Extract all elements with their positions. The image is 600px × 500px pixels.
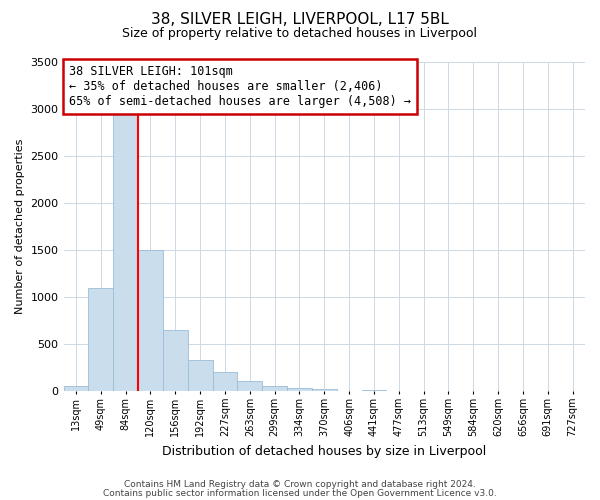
Bar xyxy=(64,386,88,391)
Bar xyxy=(312,389,337,391)
Bar xyxy=(113,114,138,391)
Bar xyxy=(138,250,163,391)
Y-axis label: Number of detached properties: Number of detached properties xyxy=(15,138,25,314)
X-axis label: Distribution of detached houses by size in Liverpool: Distribution of detached houses by size … xyxy=(162,444,487,458)
Bar xyxy=(362,390,386,391)
Text: Contains HM Land Registry data © Crown copyright and database right 2024.: Contains HM Land Registry data © Crown c… xyxy=(124,480,476,489)
Text: 38, SILVER LEIGH, LIVERPOOL, L17 5BL: 38, SILVER LEIGH, LIVERPOOL, L17 5BL xyxy=(151,12,449,28)
Bar xyxy=(238,381,262,391)
Text: Contains public sector information licensed under the Open Government Licence v3: Contains public sector information licen… xyxy=(103,488,497,498)
Bar xyxy=(88,288,113,391)
Bar xyxy=(163,330,188,391)
Bar xyxy=(262,386,287,391)
Bar xyxy=(287,388,312,391)
Text: 38 SILVER LEIGH: 101sqm
← 35% of detached houses are smaller (2,406)
65% of semi: 38 SILVER LEIGH: 101sqm ← 35% of detache… xyxy=(69,65,411,108)
Bar xyxy=(212,372,238,391)
Bar xyxy=(188,360,212,391)
Text: Size of property relative to detached houses in Liverpool: Size of property relative to detached ho… xyxy=(122,28,478,40)
